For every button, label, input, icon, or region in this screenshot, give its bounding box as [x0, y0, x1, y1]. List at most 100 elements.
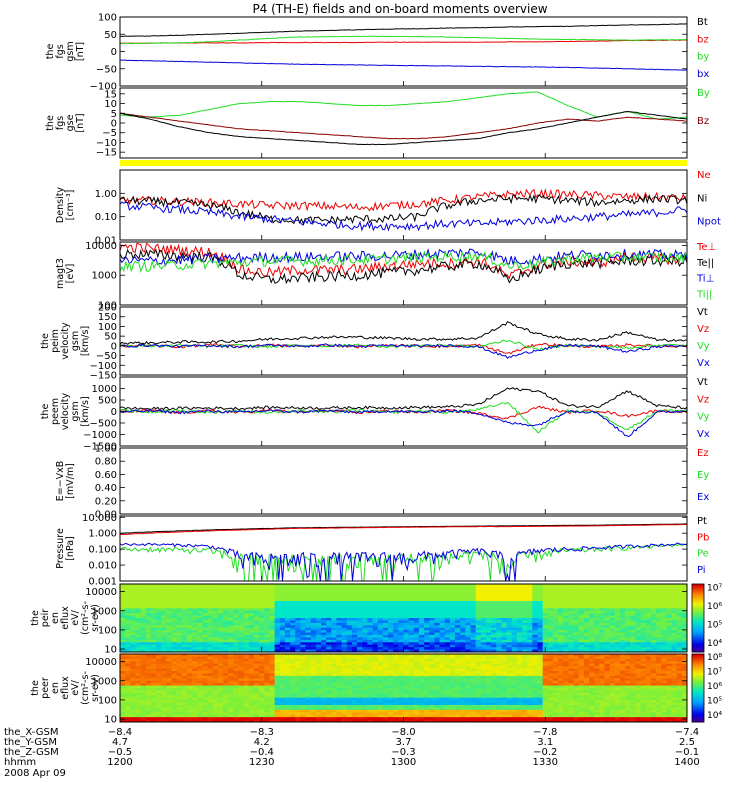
heatmap-cell	[501, 584, 508, 587]
heatmap-cell	[161, 639, 167, 643]
heatmap-cell	[176, 637, 183, 641]
heatmap-cell	[645, 598, 652, 602]
heatmap-cell	[568, 605, 575, 609]
heatmap-cell	[351, 591, 358, 595]
heatmap-cell	[527, 584, 533, 587]
heatmap-cell	[496, 622, 502, 626]
heatmap-cell	[475, 588, 482, 592]
heatmap-cell	[434, 605, 441, 609]
heatmap-cell	[444, 584, 451, 587]
series-line-peim_velocity	[119, 343, 688, 359]
heatmap-cell	[367, 605, 374, 609]
heatmap-cell	[357, 695, 363, 699]
heatmap-cell	[666, 644, 673, 648]
heatmap-cell	[650, 601, 657, 604]
heatmap-cell	[485, 625, 492, 629]
heatmap-cell	[547, 598, 554, 602]
heatmap-cell	[202, 654, 209, 657]
heatmap-cell	[449, 601, 456, 604]
colorbar-label: 10⁷	[707, 584, 722, 594]
heatmap-cell	[408, 627, 415, 631]
heatmap-cell	[398, 680, 404, 684]
heatmap-cell	[542, 627, 549, 631]
heatmap-cell	[516, 625, 523, 629]
heatmap-cell	[522, 625, 528, 629]
heatmap-cell	[290, 675, 296, 679]
heatmap-cell	[408, 620, 415, 624]
heatmap-cell	[382, 625, 389, 629]
heatmap-cell	[455, 620, 461, 624]
heatmap-cell	[578, 642, 585, 646]
heatmap-cell	[625, 598, 631, 602]
heatmap-cell	[238, 707, 245, 711]
heatmap-cell	[681, 586, 688, 590]
heatmap-cell	[496, 620, 502, 624]
heatmap-cell	[192, 656, 198, 660]
heatmap-cell	[150, 683, 157, 687]
heatmap-cell	[140, 591, 147, 595]
heatmap-cell	[217, 639, 224, 643]
heatmap-cell	[614, 615, 621, 619]
heatmap-cell	[284, 601, 291, 604]
heatmap-cell	[176, 712, 183, 716]
heatmap-cell	[181, 717, 188, 721]
heatmap-cell	[192, 627, 198, 631]
heatmap-cell	[439, 632, 446, 636]
heatmap-cell	[444, 608, 451, 612]
heatmap-cell	[197, 658, 203, 662]
heatmap-cell	[197, 588, 203, 592]
heatmap-cell	[485, 586, 492, 590]
heatmap-cell	[212, 680, 219, 684]
heatmap-cell	[187, 627, 193, 631]
heatmap-cell	[207, 642, 214, 646]
heatmap-cell	[645, 625, 652, 629]
heatmap-cell	[223, 644, 229, 648]
ylabel-line: Density	[55, 187, 66, 223]
heatmap-cell	[491, 620, 497, 624]
heatmap-cell	[382, 635, 389, 638]
heatmap-cell	[558, 627, 564, 631]
heatmap-cell	[331, 593, 337, 597]
heatmap-cell	[254, 709, 260, 713]
heatmap-cell	[238, 666, 245, 670]
heatmap-cell	[120, 714, 126, 718]
heatmap-cell	[238, 675, 245, 679]
heatmap-cell	[212, 618, 219, 621]
heatmap-cell	[563, 642, 569, 646]
heatmap-cell	[197, 635, 203, 638]
heatmap-cell	[542, 635, 549, 638]
heatmap-cell	[537, 622, 544, 626]
heatmap-cell	[367, 656, 374, 660]
heatmap-cell	[398, 622, 404, 626]
heatmap-cell	[274, 654, 281, 657]
heatmap-cell	[351, 714, 358, 718]
heatmap-cell	[254, 586, 260, 590]
heatmap-cell	[382, 649, 389, 653]
heatmap-cell	[181, 647, 188, 651]
heatmap-cell	[522, 613, 528, 617]
heatmap-cell	[238, 661, 245, 665]
heatmap-cell	[264, 625, 270, 629]
heatmap-cell	[547, 615, 554, 619]
heatmap-cell	[336, 717, 343, 721]
heatmap-cell	[176, 586, 183, 590]
heatmap-cell	[403, 584, 410, 587]
heatmap-cell	[202, 610, 209, 614]
heatmap-cell	[346, 702, 353, 706]
heatmap-cell	[393, 678, 399, 682]
heatmap-cell	[300, 608, 307, 612]
heatmap-cell	[681, 649, 688, 653]
heatmap-cell	[382, 688, 389, 691]
heatmap-cell	[357, 639, 363, 643]
heatmap-cell	[336, 714, 343, 718]
heatmap-cell	[248, 702, 255, 706]
heatmap-cell	[284, 627, 291, 631]
heatmap-cell	[666, 608, 673, 612]
heatmap-cell	[465, 647, 472, 651]
heatmap-cell	[398, 632, 404, 636]
heatmap-cell	[125, 605, 131, 609]
heatmap-cell	[516, 637, 523, 641]
heatmap-cell	[269, 673, 276, 677]
heatmap-cell	[331, 695, 337, 699]
heatmap-cell	[346, 683, 353, 687]
